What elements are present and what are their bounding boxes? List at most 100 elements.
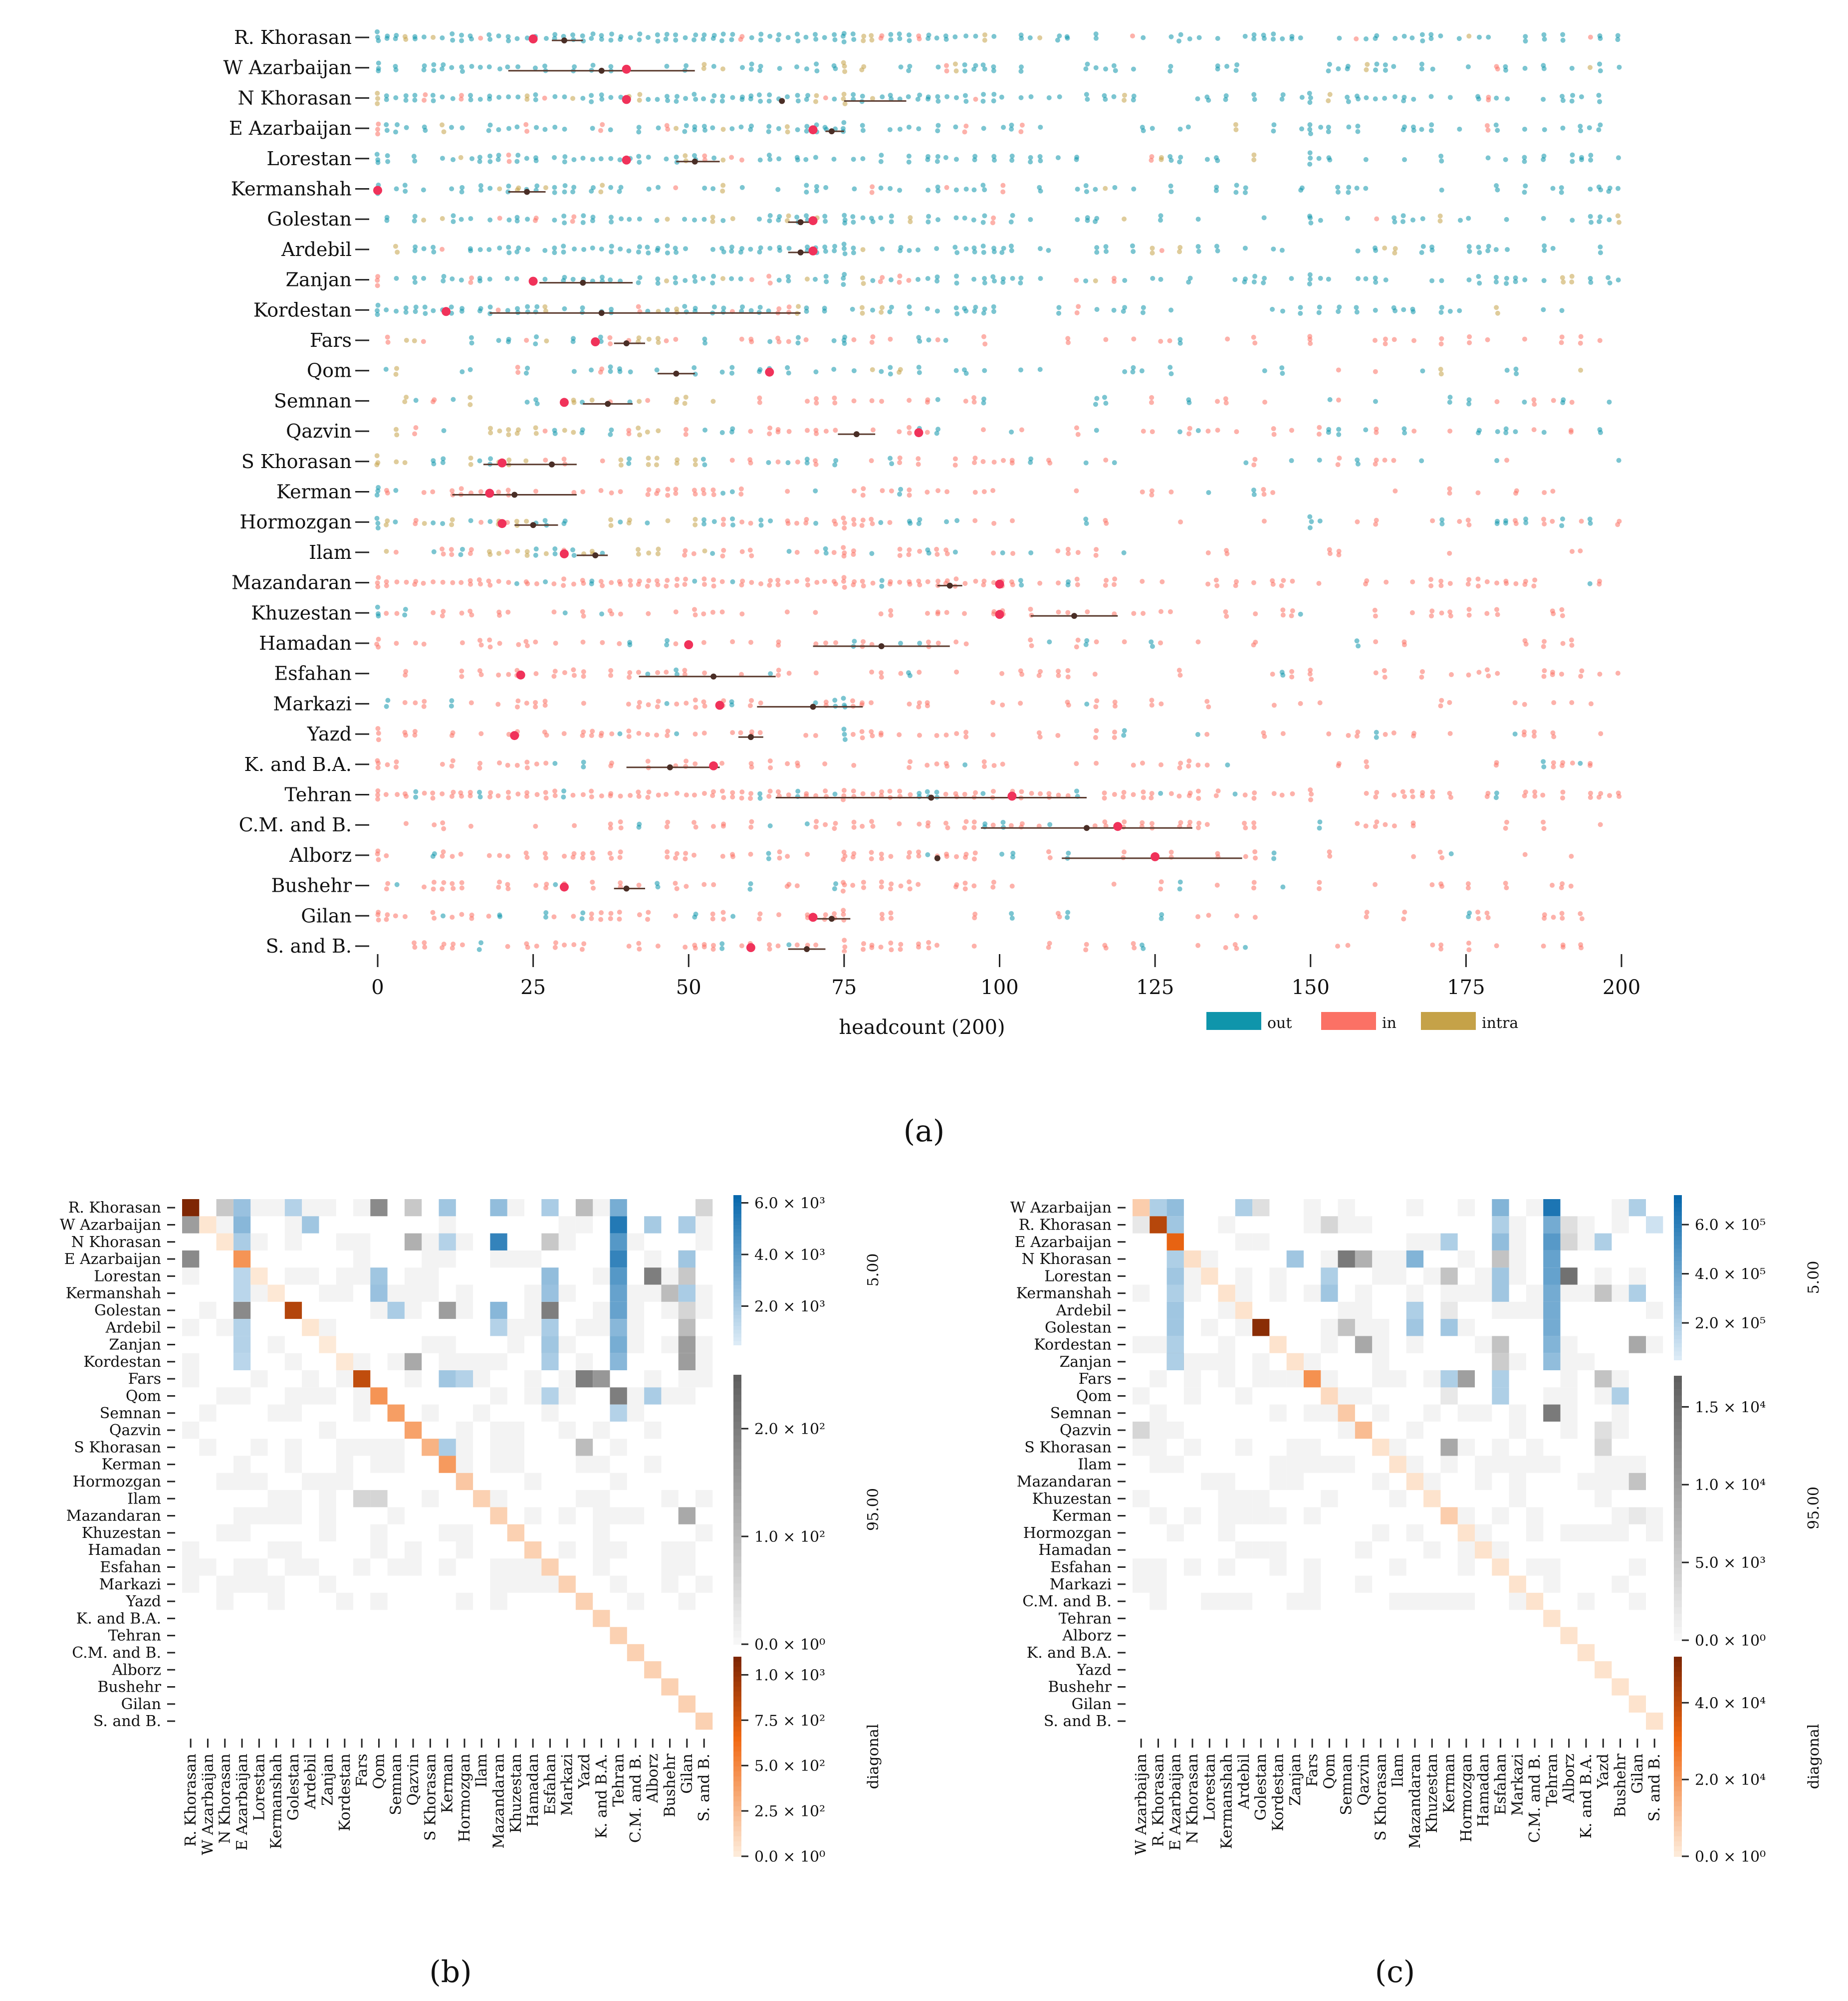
heatmap-cell	[524, 1319, 542, 1336]
colorbar-segment	[733, 1415, 741, 1423]
flow-dot	[1093, 704, 1099, 710]
flow-dot	[459, 38, 464, 43]
diagonal-cell	[1183, 1250, 1201, 1268]
flow-dot	[917, 582, 923, 588]
heatmap-cell	[627, 1507, 645, 1524]
flow-dot	[683, 548, 688, 553]
flow-dot	[514, 276, 519, 281]
flow-dot	[1093, 187, 1098, 192]
colorbar-segment	[1674, 1389, 1682, 1396]
panel-a-legend: out in intra	[1206, 1012, 1518, 1032]
flow-dot	[1065, 35, 1070, 41]
flow-dot	[524, 553, 530, 558]
flow-dot	[786, 213, 791, 219]
heatmap-cell	[1492, 1336, 1509, 1353]
flow-dot	[1383, 277, 1388, 282]
flow-dot	[748, 247, 753, 252]
colorbar-segment	[733, 1326, 741, 1330]
flow-dot	[571, 400, 577, 405]
heatmap-cell	[1457, 1439, 1475, 1456]
flow-dot	[451, 157, 456, 162]
mean-marker	[692, 158, 698, 165]
heatmap-cell	[1440, 1284, 1458, 1302]
diagonal-cell	[593, 1610, 610, 1627]
flow-dot	[1308, 667, 1313, 673]
flow-dot	[1019, 672, 1025, 677]
heatmap-cell	[610, 1575, 627, 1593]
heatmap-cell	[1166, 1216, 1184, 1234]
flow-dot	[1559, 911, 1565, 916]
flow-dot	[542, 851, 548, 856]
flow-dot	[645, 398, 651, 403]
flow-dot	[861, 941, 867, 947]
mean-marker	[797, 219, 804, 226]
flow-dot	[1204, 822, 1210, 827]
flow-dot	[1615, 213, 1620, 219]
col-label: Kermanshah	[268, 1753, 285, 1849]
row-label: Ilam	[127, 1490, 161, 1507]
flow-dot	[1046, 849, 1051, 854]
col-label: Tehran	[1543, 1753, 1561, 1806]
flow-dot	[1598, 187, 1604, 193]
heatmap-cell	[216, 1319, 233, 1336]
flow-dot	[600, 583, 605, 588]
flow-dot	[683, 432, 689, 437]
mean-marker	[928, 794, 934, 801]
flow-dot	[1270, 490, 1276, 496]
flow-dot	[384, 97, 389, 102]
row-label: Kermanshah	[66, 1285, 161, 1302]
flow-dot	[627, 670, 633, 675]
heatmap-cell	[541, 1301, 559, 1319]
flow-dot	[534, 943, 539, 949]
flow-dot	[906, 94, 911, 99]
mean-marker	[934, 855, 940, 861]
flow-dot	[1410, 823, 1416, 829]
heatmap-cell	[575, 1370, 593, 1388]
flow-dot	[1428, 128, 1434, 133]
flow-dot	[1122, 369, 1128, 374]
flow-dot	[1065, 674, 1071, 680]
colorbar-segment	[733, 1315, 741, 1319]
flow-dot	[1494, 305, 1499, 310]
heatmap-cell	[456, 1592, 473, 1610]
flow-dot	[851, 250, 856, 255]
flow-dot	[1597, 581, 1602, 587]
flow-dot	[719, 430, 725, 435]
flow-dot	[917, 670, 922, 675]
flow-dot	[431, 461, 437, 467]
flow-dot	[684, 884, 689, 889]
flow-dot	[879, 912, 885, 917]
mean-marker	[797, 249, 804, 255]
flow-dot	[1400, 789, 1405, 794]
flow-dot	[907, 32, 912, 37]
flow-dot	[869, 819, 875, 824]
flow-dot	[1000, 819, 1006, 825]
flow-dot	[1251, 488, 1256, 493]
flow-dot	[730, 516, 735, 521]
flow-dot	[757, 304, 763, 310]
flow-dot	[590, 157, 595, 162]
flow-dot	[757, 911, 763, 917]
heatmap-cell	[1372, 1473, 1389, 1491]
colorbar-segment	[1674, 1455, 1682, 1463]
colorbar-segment	[1674, 1687, 1682, 1692]
flow-dot	[590, 215, 596, 220]
flow-dot	[953, 884, 958, 890]
heatmap-cell	[1628, 1284, 1646, 1302]
colorbar-segment	[733, 1300, 741, 1304]
flow-dot	[478, 188, 483, 193]
flow-dot	[665, 98, 671, 103]
flow-dot	[628, 35, 633, 40]
heatmap-cell	[524, 1387, 542, 1405]
flow-dot	[776, 277, 782, 283]
heatmap-cell	[1475, 1284, 1492, 1302]
flow-dot	[1579, 945, 1584, 951]
flow-dot	[1280, 92, 1286, 97]
flow-dot	[1280, 371, 1285, 376]
col-label: Golestan	[1252, 1753, 1270, 1820]
flow-dot	[767, 788, 773, 794]
colorbar-segment	[1674, 1395, 1682, 1403]
flow-dot	[1392, 219, 1397, 225]
flow-dot	[1447, 400, 1452, 405]
flow-dot	[861, 639, 866, 644]
